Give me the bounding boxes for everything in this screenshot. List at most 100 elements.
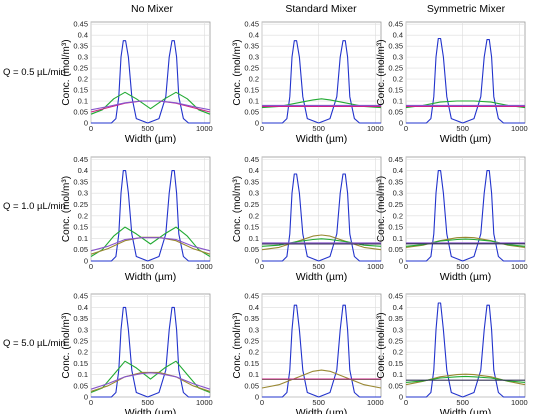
x-tick-label: 0 (404, 124, 408, 133)
y-tick-label: 0.35 (244, 314, 259, 323)
y-tick-label: 0.1 (393, 97, 403, 106)
x-tick-label: 1000 (367, 262, 384, 271)
plot-area (405, 21, 526, 124)
y-tick-label: 0.1 (249, 370, 259, 379)
y-tick-label: 0.05 (73, 381, 88, 390)
x-axis-label: Width (µm) (296, 407, 348, 414)
row-label-q-1-0: Q = 1.0 µL/min (3, 201, 66, 212)
y-tick-label: 0.15 (388, 359, 403, 368)
y-tick-label: 0.35 (73, 42, 88, 51)
x-tick-label: 1000 (196, 124, 213, 133)
panel-q05-standard-mixer: 00.050.10.150.20.250.30.350.40.450 500 100… (232, 20, 384, 145)
series-line (406, 37, 525, 124)
y-axis-label: Conc. (mol/m³) (232, 39, 243, 105)
series-line (406, 302, 525, 398)
y-tick-label: 0.3 (249, 53, 259, 62)
y-tick-label: 0.2 (249, 211, 259, 220)
x-tick-label: 0 (404, 398, 408, 407)
y-tick-label: 0 (399, 393, 403, 402)
series-line (261, 369, 382, 389)
series-line (262, 304, 381, 398)
x-axis-label: Width (µm) (440, 133, 492, 145)
y-tick-label: 0.45 (244, 155, 259, 164)
plot-area (261, 21, 382, 124)
series-line (406, 170, 525, 262)
x-tick-label: 0 (89, 262, 93, 271)
y-tick-label: 0.3 (393, 189, 403, 198)
y-tick-label: 0.15 (244, 359, 259, 368)
y-tick-label: 0.25 (388, 64, 403, 73)
y-tick-label: 0.25 (244, 337, 259, 346)
panel-q05-no-mixer: 00.050.10.150.20.250.30.350.40.450 500 100… (61, 20, 213, 145)
y-axis-label: Conc. (mol/m³) (61, 312, 72, 378)
y-tick-label: 0.45 (388, 155, 403, 164)
series-line (90, 226, 211, 257)
y-tick-label: 0.05 (73, 108, 88, 117)
series-line (262, 173, 381, 262)
y-tick-label: 0.4 (78, 166, 88, 175)
y-tick-label: 0.1 (78, 97, 88, 106)
x-tick-label: 500 (312, 124, 325, 133)
series-line (91, 40, 210, 124)
y-tick-label: 0.4 (393, 303, 403, 312)
plot-area (90, 293, 211, 398)
y-axis-label: Conc. (mol/m³) (232, 176, 243, 242)
y-tick-label: 0.3 (393, 53, 403, 62)
y-tick-label: 0.3 (393, 325, 403, 334)
y-tick-label: 0.05 (244, 245, 259, 254)
y-tick-label: 0 (255, 257, 259, 266)
y-tick-label: 0.15 (73, 86, 88, 95)
y-tick-label: 0.3 (249, 325, 259, 334)
y-tick-label: 0 (255, 393, 259, 402)
y-tick-label: 0.3 (78, 53, 88, 62)
y-axis-label: Conc. (mol/m³) (61, 176, 72, 242)
y-tick-label: 0.05 (244, 108, 259, 117)
y-tick-label: 0.1 (393, 370, 403, 379)
x-tick-label: 500 (312, 398, 325, 407)
series-line (90, 237, 211, 252)
series-line (90, 360, 211, 394)
row-label-q-5-0: Q = 5.0 µL/min (3, 338, 66, 349)
y-axis-label: Conc. (mol/m³) (61, 39, 72, 105)
y-tick-label: 0.05 (388, 381, 403, 390)
y-tick-label: 0.35 (388, 42, 403, 51)
y-tick-label: 0.35 (244, 177, 259, 186)
y-tick-label: 0.4 (249, 31, 259, 40)
series-line (90, 91, 211, 115)
row-label-q-0-5: Q = 0.5 µL/min (3, 67, 66, 78)
panel-q50-no-mixer: 00.050.10.150.20.250.30.350.40.450 500 100… (61, 292, 213, 414)
y-tick-label: 0.35 (388, 177, 403, 186)
y-tick-label: 0.3 (249, 189, 259, 198)
series-line (91, 170, 210, 262)
y-tick-label: 0.4 (393, 166, 403, 175)
y-tick-label: 0.3 (78, 189, 88, 198)
x-axis-label: Width (µm) (125, 407, 177, 414)
y-tick-label: 0.15 (73, 223, 88, 232)
y-tick-label: 0.25 (73, 337, 88, 346)
y-tick-label: 0.25 (244, 64, 259, 73)
y-tick-label: 0.45 (244, 292, 259, 301)
panel-q10-standard-mixer: 00.050.10.150.20.250.30.350.40.450 500 100… (232, 155, 384, 283)
y-tick-label: 0.4 (249, 166, 259, 175)
x-axis-label: Width (µm) (125, 271, 177, 283)
x-tick-label: 500 (456, 262, 469, 271)
column-title-no-mixer: No Mixer (131, 3, 174, 15)
x-tick-label: 500 (141, 398, 154, 407)
series-line (405, 100, 526, 109)
x-axis-label: Width (µm) (296, 271, 348, 283)
y-tick-label: 0.2 (78, 211, 88, 220)
y-tick-label: 0.45 (244, 20, 259, 29)
y-tick-label: 0 (399, 119, 403, 128)
y-tick-label: 0.15 (73, 359, 88, 368)
y-tick-label: 0.2 (393, 211, 403, 220)
x-tick-label: 1000 (511, 398, 528, 407)
y-tick-label: 0.35 (244, 42, 259, 51)
x-tick-label: 0 (260, 262, 264, 271)
y-tick-label: 0.4 (78, 303, 88, 312)
y-tick-label: 0.25 (388, 337, 403, 346)
column-title-standard-mixer: Standard Mixer (285, 3, 357, 15)
x-tick-label: 0 (404, 262, 408, 271)
x-tick-label: 0 (89, 124, 93, 133)
y-axis-label: Conc. (mol/m³) (376, 176, 387, 242)
series-line (261, 234, 382, 251)
